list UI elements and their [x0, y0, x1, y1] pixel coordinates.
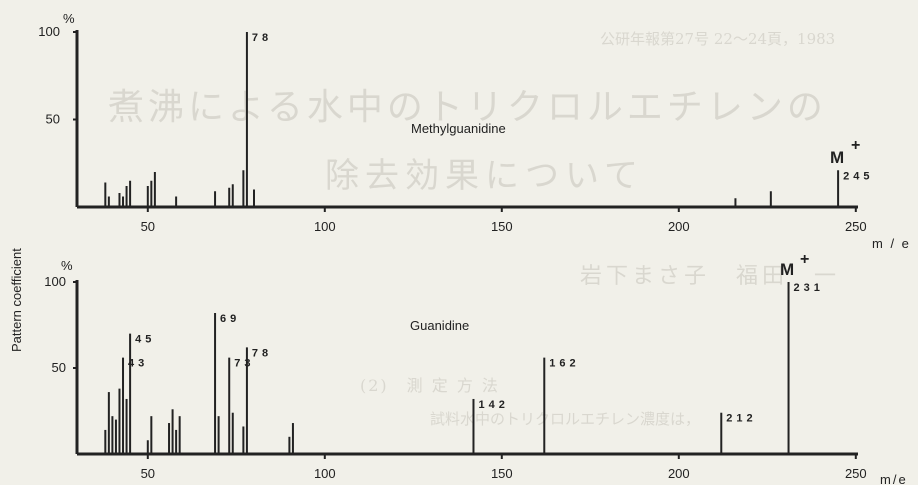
- y-unit-label: %: [61, 258, 73, 273]
- peak-label: 78: [252, 32, 272, 44]
- x-tick-label: 150: [491, 466, 513, 481]
- x-tick-label: 250: [845, 466, 867, 481]
- spectrum-panel: 100 50% 50 100 150 200 250 m/e Guanidine 43 45 69 73…: [44, 251, 908, 485]
- spectrum-panel: 100 50% 50 100 150 200 250 m / e Methylguanidine…: [38, 11, 911, 251]
- peak-label: 69: [220, 313, 240, 325]
- x-tick-label: 200: [668, 219, 690, 234]
- peak-label: 142: [478, 399, 508, 411]
- peak-label: 43: [128, 358, 148, 370]
- x-tick-label: 200: [668, 466, 690, 481]
- peak-label: 78: [252, 347, 272, 359]
- molecular-ion-charge: +: [800, 251, 809, 268]
- peak-label: 162: [549, 358, 579, 370]
- x-tick-label: 100: [314, 466, 336, 481]
- x-tick-label: 150: [491, 219, 513, 234]
- peak-label: 73: [234, 358, 254, 370]
- x-tick-label: 100: [314, 219, 336, 234]
- bg-article-title-2: 除去効果について: [325, 156, 644, 196]
- bg-body-text: 試料水中のトリクロルエチレン濃度は，: [430, 410, 701, 428]
- y-tick-label: 50: [52, 360, 66, 375]
- bg-article-title-1: 煮沸による水中のトリクロルエチレンの: [108, 87, 827, 128]
- x-tick-label: 50: [141, 219, 155, 234]
- spectrum-title: Methylguanidine: [411, 121, 506, 136]
- y-axis-label: Pattern coefficient: [9, 248, 24, 352]
- y-unit-label: %: [63, 11, 75, 26]
- molecular-ion-charge: +: [851, 137, 860, 154]
- molecular-ion-label: M: [830, 148, 844, 167]
- y-tick-label: 100: [38, 24, 60, 39]
- peak-label: 231: [794, 282, 824, 294]
- x-tick-label: 250: [845, 219, 867, 234]
- y-tick-label: 100: [44, 274, 66, 289]
- spectrum-title: Guanidine: [410, 318, 469, 333]
- x-axis-label: m / e: [872, 236, 911, 251]
- peak-label: 245: [843, 170, 873, 182]
- bg-section-heading: (2) 測 定 方 法: [360, 376, 500, 395]
- x-tick-label: 50: [141, 466, 155, 481]
- peak-label: 45: [135, 334, 155, 346]
- y-tick-label: 50: [46, 112, 60, 127]
- x-axis-label: m/e: [880, 472, 908, 485]
- bg-authors: 岩下まさ子 福田 一: [580, 264, 841, 289]
- molecular-ion-label: M: [780, 260, 794, 279]
- peak-label: 212: [726, 413, 756, 425]
- bg-journal-header: 公研年報第27号 22～24頁，1983: [600, 30, 836, 48]
